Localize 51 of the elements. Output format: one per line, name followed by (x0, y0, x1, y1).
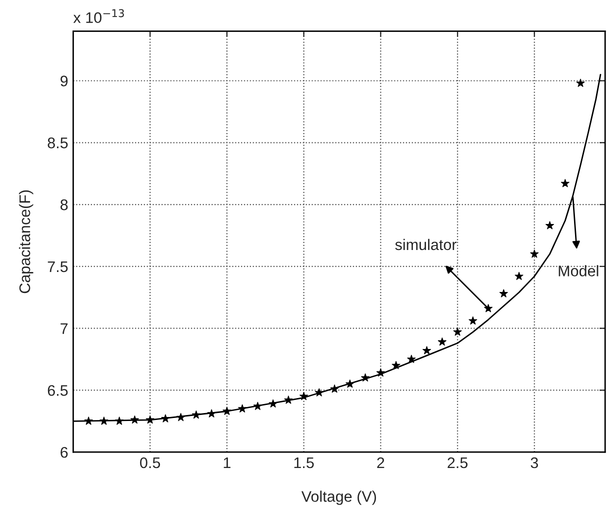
point (268, 399, 278, 408)
point (560, 179, 570, 188)
point (253, 402, 262, 410)
point (330, 384, 339, 393)
y-tick-label: 8.5 (48, 138, 68, 148)
x-tick-label: 1.5 (294, 458, 314, 468)
point (514, 272, 524, 280)
point (222, 406, 232, 415)
point (576, 78, 585, 87)
point (546, 221, 554, 230)
y-tick-label: 6.5 (48, 385, 68, 396)
point (407, 354, 416, 363)
point (84, 416, 93, 425)
point (530, 250, 539, 258)
point (300, 392, 308, 400)
point (115, 416, 124, 425)
text: x 10$^{−13}$ (73, 9, 124, 24)
point (100, 416, 108, 425)
x-tick-label: 2.5 (448, 457, 468, 468)
point (499, 289, 508, 298)
point (161, 414, 170, 422)
y-tick-label: 8 (60, 199, 68, 210)
x-tick-label: 1 (224, 458, 230, 468)
point (361, 373, 370, 382)
point (346, 380, 354, 388)
y-axis-title: Capacitance(F) (18, 190, 34, 294)
annotation: Model (558, 265, 598, 276)
point (314, 388, 324, 396)
point (453, 328, 462, 336)
y-tick-label: 7 (60, 323, 68, 334)
point (284, 396, 293, 404)
point (376, 368, 385, 377)
point (238, 404, 247, 412)
x-tick-label: 2 (377, 457, 384, 468)
point (422, 346, 432, 354)
point (130, 415, 139, 424)
point (468, 316, 478, 325)
x-tick-label: 3 (530, 457, 538, 468)
x-axis-title: Voltage (V) (301, 490, 376, 505)
point (146, 415, 154, 424)
point (192, 410, 200, 419)
point (176, 412, 186, 422)
point (484, 304, 493, 312)
annotation: simulator (395, 238, 457, 250)
y-tick-label: 9 (60, 76, 68, 86)
y-tick-label: 6 (60, 446, 68, 458)
y-tick-label: 7.5 (48, 261, 68, 272)
point (392, 360, 400, 370)
point (438, 337, 446, 346)
point (207, 409, 216, 418)
x-tick-label: 0.5 (140, 457, 160, 468)
